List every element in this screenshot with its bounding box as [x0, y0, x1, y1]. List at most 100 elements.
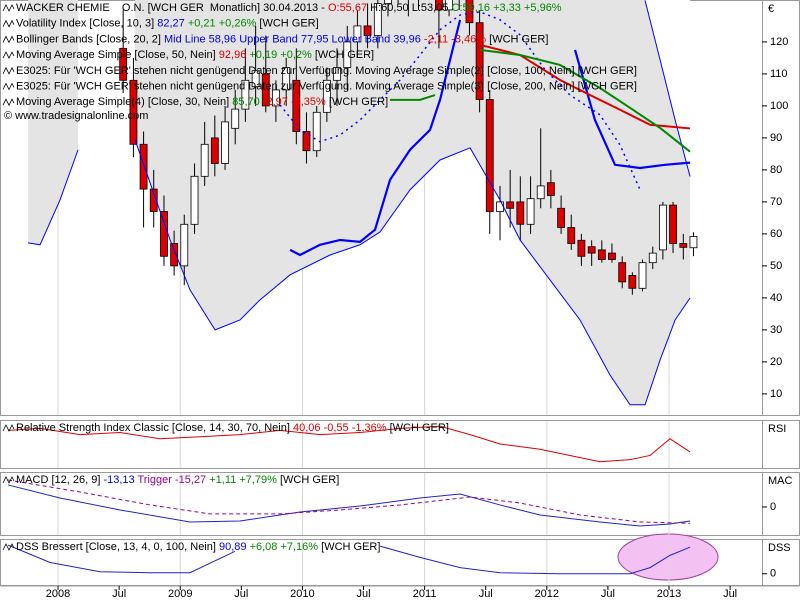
- y-tick-label: 120: [770, 36, 788, 48]
- candle-body: [373, 3, 382, 36]
- candle-body: [221, 121, 229, 164]
- legend-text: O:55,67: [328, 2, 367, 14]
- legend-text: Bollinger Bands [Close, 20, 2]: [16, 33, 164, 45]
- legend-icon: [2, 66, 15, 75]
- candle-body: [557, 207, 566, 228]
- y-tick-label: 10: [770, 388, 782, 400]
- x-tick-label: Jul: [356, 588, 370, 600]
- legend-text: Mid Line 58,96 Upper Band 77,95 Lower Ba…: [164, 33, 421, 45]
- y-tick-label: 110: [770, 68, 788, 80]
- legend-text: [WCH GER]: [277, 474, 339, 486]
- candle-body: [292, 79, 301, 132]
- candle-body: [587, 246, 596, 254]
- legend-text: Relative Strength Index Classic [Close, …: [16, 422, 293, 434]
- legend-text: Volatility Index [Close, 10, 3]: [16, 18, 157, 30]
- series-line: [28, 139, 691, 406]
- legend-text: -2,11 -3,46%: [421, 33, 486, 45]
- candle-body: [475, 22, 484, 100]
- y-tick-label: 50: [770, 260, 782, 272]
- plot-area: [7, 479, 691, 527]
- series-line: [7, 484, 691, 527]
- legend-text: [WCH GER]: [256, 18, 318, 30]
- plot-area: [8, 425, 691, 463]
- y-tick-label: 0: [770, 501, 776, 513]
- legend-text: +0,19 +0,2%: [246, 49, 312, 61]
- candle-body: [322, 79, 331, 113]
- candle-body: [210, 137, 219, 164]
- legend-entry: DSS Bressert [Close, 13, 4, 0, 100, Nein…: [16, 541, 380, 553]
- legend-entry: Relative Strength Index Classic [Close, …: [16, 422, 449, 434]
- candle-body: [272, 89, 280, 107]
- candle-body: [496, 201, 504, 212]
- candle-body: [618, 262, 627, 283]
- candle-body: [567, 227, 576, 244]
- candle-body: [353, 25, 362, 43]
- source-note: © www.tradesignalonline.com: [4, 110, 148, 122]
- legend-text: [WCH GER]: [486, 33, 548, 45]
- legend-icon: [2, 543, 15, 551]
- y-tick-label: 30: [770, 324, 782, 336]
- legend-text: +1,11 +7,79%: [206, 474, 277, 486]
- candle-body: [160, 211, 168, 257]
- legend-text: -2,97 -3,35%: [260, 96, 326, 108]
- candle-body: [231, 108, 240, 129]
- y-tick-label: 40: [770, 292, 782, 304]
- legend-text: Moving Average Simple [Close, 50, Nein]: [16, 49, 219, 61]
- candle-body: [506, 201, 515, 209]
- candle-body: [516, 201, 525, 225]
- y-tick-label: 60: [770, 228, 782, 240]
- x-tick-label: 2008: [46, 588, 70, 600]
- candle-body: [648, 252, 657, 264]
- series-line: [8, 425, 691, 463]
- candle-body: [628, 275, 637, 289]
- legend-text: 90,89: [219, 541, 247, 553]
- legend-text: [WCH GER]: [312, 49, 374, 61]
- legend-entry: Bollinger Bands [Close, 20, 2] Mid Line …: [16, 33, 548, 45]
- legend-icon: [2, 476, 15, 484]
- legend-text: C:59,16 +3,33 +5,96%: [452, 2, 562, 14]
- legend-entry: E3025: Für 'WCH GER' stehen nicht genüge…: [16, 65, 637, 77]
- candle-body: [689, 236, 698, 249]
- legend-text: WACKER CHEMIE O.N. [WCH GER Monatlich] 3…: [16, 2, 328, 14]
- candle-body: [608, 252, 616, 260]
- legend-text: H:60,50 L:53,05: [367, 2, 451, 14]
- candle-body: [536, 185, 545, 200]
- candle-body: [485, 99, 494, 212]
- candle-body: [139, 143, 148, 190]
- y-tick-label: 0: [770, 568, 776, 580]
- series-line: [644, 0, 691, 177]
- candle-body: [669, 204, 677, 244]
- y-tick-label: 90: [770, 132, 782, 144]
- legend-text: E3025: Für 'WCH GER' stehen nicht genüge…: [16, 65, 637, 77]
- legend-icon: [2, 4, 15, 12]
- axis-label: DSS: [768, 542, 791, 554]
- candle-body: [312, 111, 321, 152]
- axis-label: MAC: [768, 475, 793, 487]
- series-line: [7, 544, 691, 575]
- legend-text: [WCH GER]: [326, 96, 388, 108]
- axis-label: RSI: [768, 423, 786, 435]
- legend-text: 85,70: [232, 96, 260, 108]
- x-tick-label: Jul: [112, 588, 126, 600]
- candle-body: [384, 0, 392, 4]
- legend-text: [WCH GER]: [318, 541, 380, 553]
- legend-entry: Moving Average Simple(4) [Close, 30, Nei…: [16, 96, 388, 108]
- candle-body: [241, 79, 250, 110]
- legend-text: DSS Bressert [Close, 13, 4, 0, 100, Nein…: [16, 541, 219, 553]
- legend-entry: MACD [12, 26, 9] -13,13 Trigger -15,27 +…: [16, 474, 339, 486]
- legend-text: 92,96: [219, 49, 247, 61]
- axis-label: €: [768, 3, 774, 15]
- series-line: [390, 48, 691, 153]
- legend-entry: WACKER CHEMIE O.N. [WCH GER Monatlich] 3…: [16, 2, 562, 14]
- candle-body: [679, 243, 688, 248]
- x-tick-label: Jul: [479, 588, 493, 600]
- candle-body: [343, 41, 352, 68]
- candle-body: [577, 239, 586, 257]
- candle-body: [282, 67, 291, 91]
- candle-body: [333, 67, 341, 81]
- x-tick-label: Jul: [234, 588, 248, 600]
- legend-icon: [2, 424, 15, 432]
- legend-text: -13,13: [103, 474, 134, 486]
- y-tick-label: 20: [770, 356, 782, 368]
